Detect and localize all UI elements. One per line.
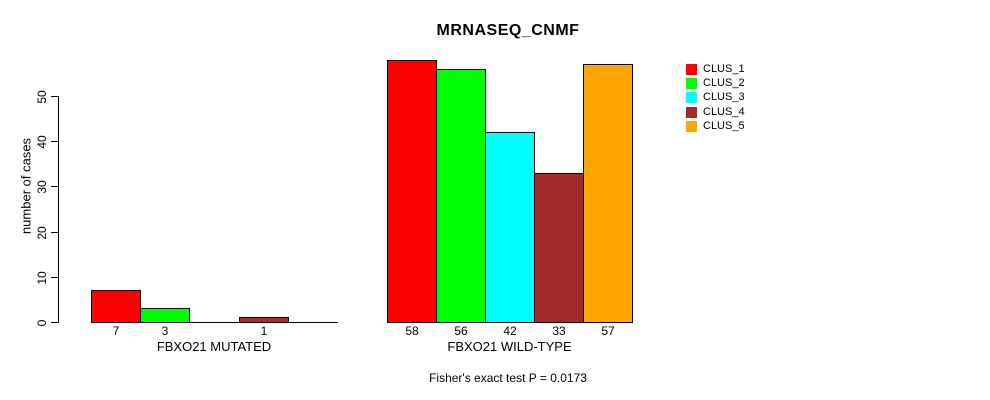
y-tick — [51, 141, 58, 142]
legend-swatch-clus-1 — [686, 64, 697, 75]
y-tick — [51, 96, 58, 97]
bar-value-label: 7 — [112, 324, 120, 338]
bar-fbxo21-mutated-clus-1 — [91, 290, 141, 323]
x-axis-baseline — [91, 322, 338, 323]
bar-fbxo21-wild-type-clus-3 — [485, 132, 535, 323]
legend-swatch-clus-5 — [686, 121, 697, 132]
legend-swatch-clus-2 — [686, 78, 697, 89]
y-tick-label: 10 — [35, 270, 49, 285]
legend-label: CLUS_2 — [703, 77, 745, 89]
bar-fbxo21-mutated-clus-2 — [140, 308, 190, 323]
bar-fbxo21-wild-type-clus-5 — [583, 64, 633, 323]
legend-item-clus-5: CLUS_5 — [686, 121, 745, 132]
y-tick — [51, 322, 58, 323]
y-axis-title: number of cases — [18, 137, 34, 235]
legend-item-clus-3: CLUS_3 — [686, 92, 745, 103]
legend-label: CLUS_1 — [703, 63, 745, 75]
y-tick-label: 20 — [35, 225, 49, 240]
legend-label: CLUS_4 — [703, 106, 745, 118]
bar-value-label: 56 — [454, 324, 468, 338]
bar-fbxo21-mutated-clus-4 — [239, 317, 289, 323]
bar-value-label: 3 — [161, 324, 169, 338]
bar-fbxo21-wild-type-clus-4 — [534, 173, 584, 323]
legend-item-clus-1: CLUS_1 — [686, 64, 745, 75]
bar-value-label: 58 — [405, 324, 419, 338]
y-tick-label: 40 — [35, 134, 49, 149]
y-tick-label: 50 — [35, 89, 49, 104]
y-tick — [51, 232, 58, 233]
y-tick-label: 0 — [35, 319, 49, 326]
x-axis-group-label-wild-type: FBXO21 WILD-TYPE — [447, 339, 572, 354]
y-axis-line — [58, 96, 59, 323]
legend-swatch-clus-3 — [686, 92, 697, 103]
bar-value-label: 1 — [260, 324, 268, 338]
x-axis-group-label-mutated: FBXO21 MUTATED — [156, 339, 272, 354]
legend-label: CLUS_3 — [703, 91, 745, 103]
chart-title: MRNASEQ_CNMF — [436, 22, 580, 39]
legend-item-clus-2: CLUS_2 — [686, 78, 745, 89]
fisher-test-note: Fisher's exact test P = 0.0173 — [429, 371, 587, 385]
legend-swatch-clus-4 — [686, 107, 697, 118]
bar-value-label: 33 — [552, 324, 566, 338]
bar-fbxo21-wild-type-clus-1 — [387, 60, 437, 323]
bar-value-label: 57 — [601, 324, 615, 338]
bar-fbxo21-wild-type-clus-2 — [436, 69, 486, 323]
legend-label: CLUS_5 — [703, 120, 745, 132]
legend-item-clus-4: CLUS_4 — [686, 107, 745, 118]
y-tick-label: 30 — [35, 179, 49, 194]
y-tick — [51, 277, 58, 278]
bar-value-label: 42 — [503, 324, 517, 338]
y-tick — [51, 186, 58, 187]
